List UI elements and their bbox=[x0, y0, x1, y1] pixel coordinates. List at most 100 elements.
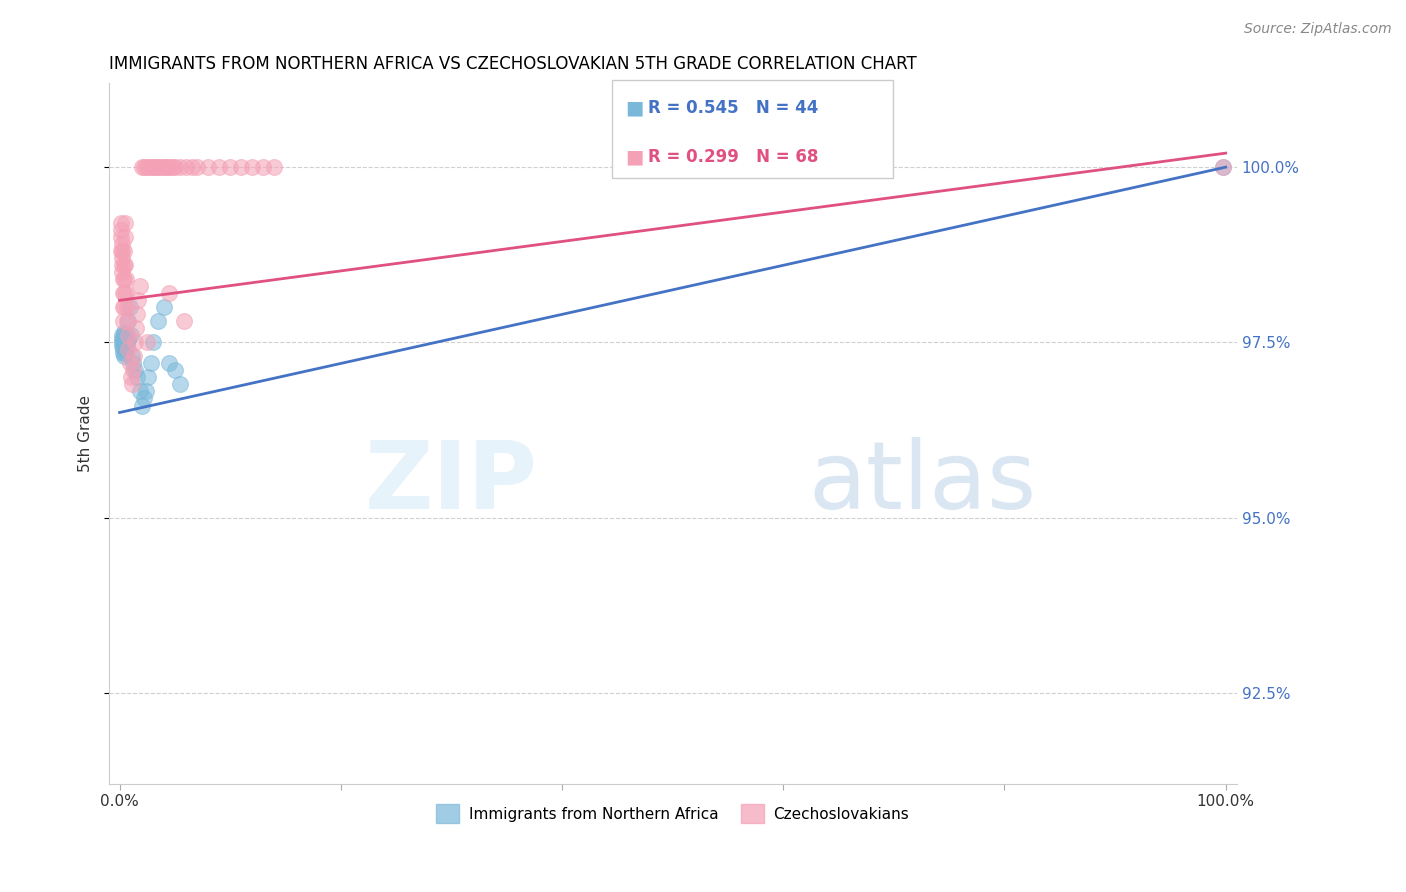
Point bbox=[111, 265, 134, 279]
Point bbox=[111, 328, 134, 343]
Point bbox=[112, 346, 135, 360]
Point bbox=[114, 332, 136, 346]
Point bbox=[112, 301, 135, 315]
Point bbox=[112, 332, 135, 346]
Point bbox=[155, 160, 177, 174]
Point bbox=[139, 160, 162, 174]
Point bbox=[252, 160, 274, 174]
Point bbox=[135, 160, 157, 174]
Legend: Immigrants from Northern Africa, Czechoslovakians: Immigrants from Northern Africa, Czechos… bbox=[430, 798, 915, 829]
Point bbox=[219, 160, 242, 174]
Point bbox=[114, 332, 136, 346]
Point bbox=[120, 328, 142, 343]
Point bbox=[111, 335, 134, 350]
Point bbox=[111, 286, 134, 301]
Point bbox=[122, 350, 145, 364]
Point bbox=[114, 346, 136, 360]
Point bbox=[153, 301, 176, 315]
Text: Source: ZipAtlas.com: Source: ZipAtlas.com bbox=[1244, 22, 1392, 37]
Point bbox=[111, 332, 134, 346]
Text: IMMIGRANTS FROM NORTHERN AFRICA VS CZECHOSLOVAKIAN 5TH GRADE CORRELATION CHART: IMMIGRANTS FROM NORTHERN AFRICA VS CZECH… bbox=[108, 55, 917, 73]
Point bbox=[110, 216, 132, 230]
Point bbox=[186, 160, 208, 174]
Point bbox=[112, 339, 135, 353]
Point bbox=[128, 279, 150, 293]
Point bbox=[142, 160, 165, 174]
Point bbox=[157, 160, 180, 174]
Point bbox=[122, 356, 145, 370]
Point bbox=[208, 160, 231, 174]
Point bbox=[118, 356, 141, 370]
Point bbox=[136, 335, 159, 350]
Point bbox=[127, 307, 149, 321]
Point bbox=[127, 370, 149, 384]
Point bbox=[1212, 160, 1234, 174]
Point bbox=[157, 356, 180, 370]
Point bbox=[150, 160, 173, 174]
Text: ZIP: ZIP bbox=[364, 436, 537, 529]
Point bbox=[146, 160, 169, 174]
Point bbox=[114, 216, 136, 230]
Point bbox=[114, 339, 136, 353]
Point bbox=[112, 272, 135, 286]
Text: R = 0.299   N = 68: R = 0.299 N = 68 bbox=[648, 148, 818, 166]
Point bbox=[139, 356, 162, 370]
Point bbox=[143, 160, 166, 174]
Point bbox=[163, 363, 186, 377]
Point bbox=[163, 160, 186, 174]
Point bbox=[115, 328, 138, 343]
Point bbox=[169, 160, 191, 174]
Point bbox=[115, 301, 138, 315]
Point bbox=[263, 160, 285, 174]
Point bbox=[114, 230, 136, 244]
Point bbox=[125, 321, 148, 335]
Point bbox=[117, 332, 139, 346]
Point bbox=[231, 160, 253, 174]
Text: ■: ■ bbox=[626, 98, 644, 117]
Point bbox=[131, 399, 153, 413]
Point bbox=[240, 160, 263, 174]
Point bbox=[1212, 160, 1234, 174]
Point bbox=[122, 363, 145, 377]
Point bbox=[112, 301, 135, 315]
Point bbox=[114, 343, 136, 357]
Point bbox=[124, 363, 146, 377]
Point bbox=[117, 328, 139, 343]
Point bbox=[112, 314, 135, 328]
Point bbox=[120, 370, 142, 384]
Point bbox=[157, 286, 180, 301]
Point bbox=[114, 335, 136, 350]
Point bbox=[111, 335, 134, 350]
Point bbox=[114, 272, 136, 286]
Point bbox=[127, 293, 149, 308]
Point bbox=[153, 160, 176, 174]
Point bbox=[110, 244, 132, 259]
Point bbox=[111, 258, 134, 272]
Point bbox=[148, 314, 170, 328]
Point bbox=[110, 223, 132, 237]
Point bbox=[115, 286, 138, 301]
Point bbox=[112, 350, 135, 364]
Point bbox=[114, 244, 136, 259]
Point bbox=[115, 339, 138, 353]
Point bbox=[138, 160, 160, 174]
Point bbox=[132, 160, 155, 174]
Point bbox=[114, 258, 136, 272]
Y-axis label: 5th Grade: 5th Grade bbox=[79, 395, 93, 472]
Point bbox=[117, 343, 139, 357]
Point bbox=[111, 343, 134, 357]
Point bbox=[148, 160, 170, 174]
Point bbox=[135, 384, 157, 399]
Point bbox=[180, 160, 202, 174]
Point bbox=[121, 350, 143, 364]
Point bbox=[111, 244, 134, 259]
Point bbox=[115, 343, 138, 357]
Point bbox=[131, 160, 153, 174]
Point bbox=[110, 230, 132, 244]
Point bbox=[117, 314, 139, 328]
Point bbox=[114, 328, 136, 343]
Text: R = 0.545   N = 44: R = 0.545 N = 44 bbox=[648, 99, 818, 117]
Text: ■: ■ bbox=[626, 147, 644, 166]
Point bbox=[132, 392, 155, 406]
Point bbox=[118, 301, 141, 315]
